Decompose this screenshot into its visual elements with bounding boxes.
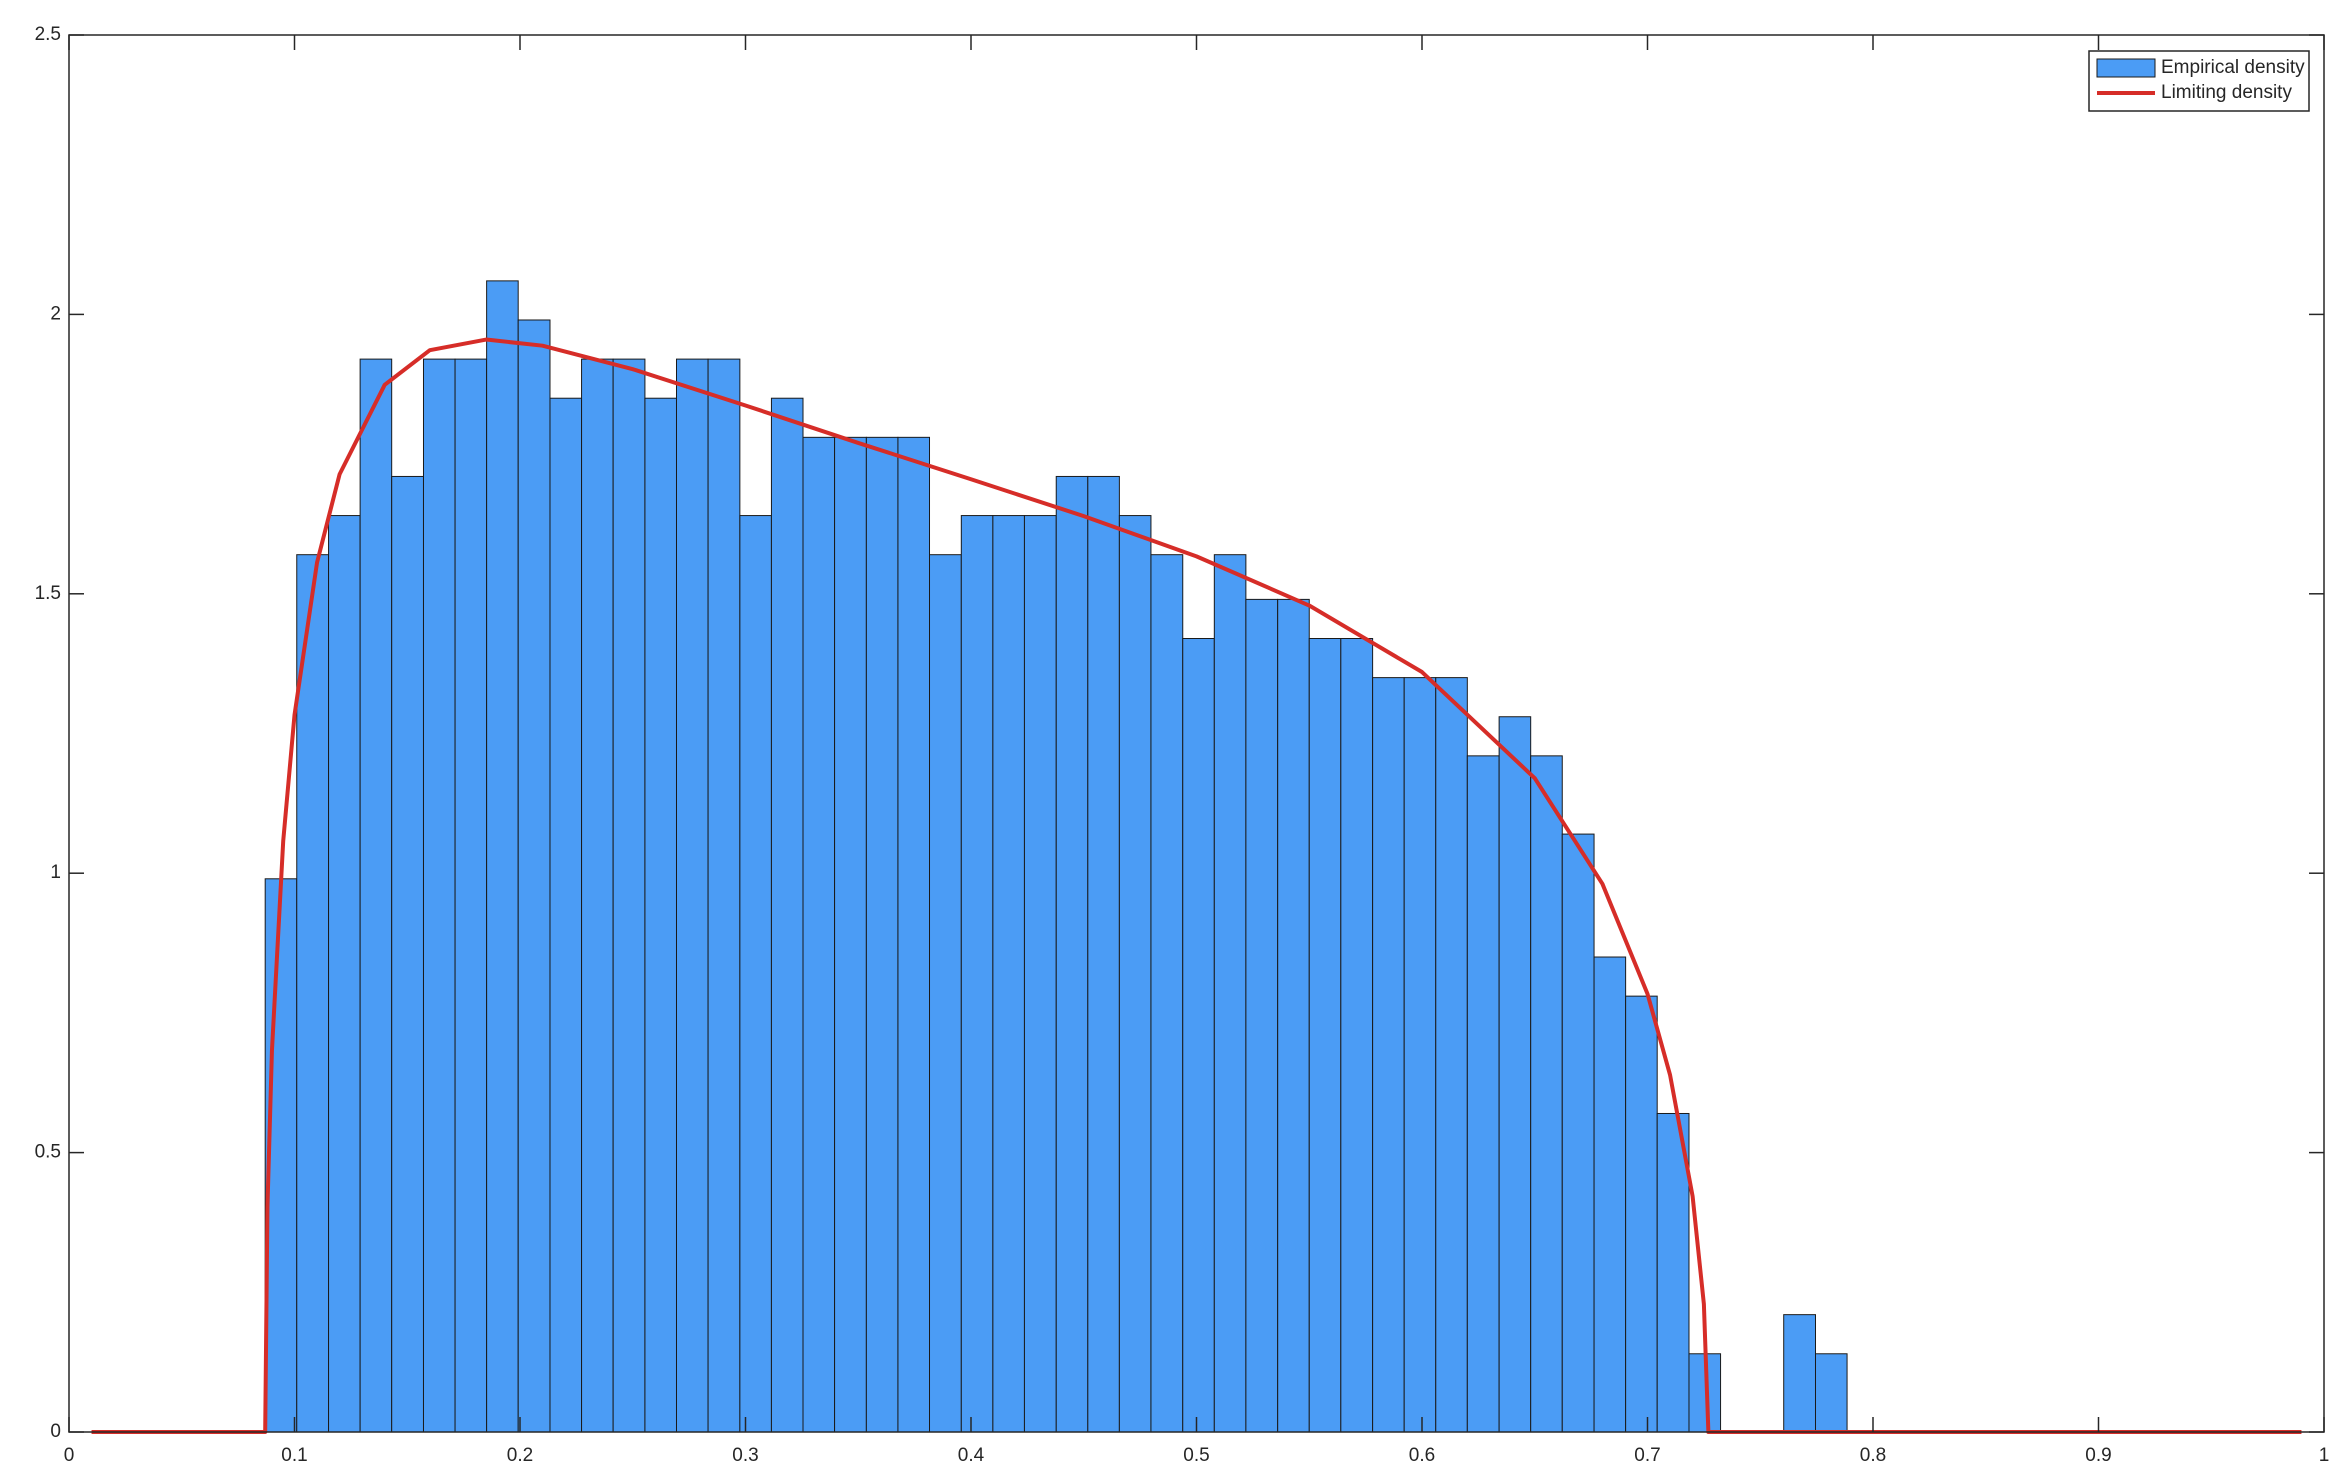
histogram-bar [644, 397, 677, 1433]
x-tick-label: 0.4 [958, 1445, 985, 1466]
x-tick-label: 0.2 [507, 1445, 533, 1466]
histogram-bar [1498, 716, 1532, 1433]
histogram-bar [1783, 1314, 1816, 1433]
histogram-bar [1593, 956, 1627, 1433]
histogram-bar [1213, 554, 1247, 1433]
histogram-bar [675, 358, 709, 1433]
histogram-bar [834, 436, 867, 1433]
x-tick-label: 0.5 [1183, 1445, 1209, 1466]
x-tick-label: 1 [2319, 1445, 2330, 1466]
histogram-bar [391, 475, 424, 1433]
histogram-bar [581, 358, 614, 1433]
histogram-bar [422, 358, 456, 1433]
y-tick-label: 1.5 [35, 583, 61, 604]
histogram-bar [1118, 515, 1152, 1433]
histogram-bar [1150, 554, 1184, 1433]
histogram-bar [1182, 638, 1215, 1433]
histogram-bar [1340, 638, 1374, 1433]
histogram-bar [1372, 677, 1405, 1433]
histogram-bar [1308, 638, 1342, 1433]
histogram-bar [960, 515, 994, 1433]
x-tick-label: 0.7 [1634, 1445, 1660, 1466]
y-tick-label: 2 [50, 303, 61, 324]
histogram-bar [1625, 995, 1658, 1433]
histogram-bar [897, 436, 931, 1433]
y-tick-label: 0.5 [35, 1142, 61, 1163]
histogram-bar [612, 358, 646, 1433]
histogram-bar [1245, 598, 1279, 1433]
histogram-bar [739, 515, 772, 1433]
density-line [91, 337, 2302, 1434]
x-tick-label: 0.3 [732, 1445, 758, 1466]
histogram-bar [770, 397, 804, 1433]
histogram-bar [1023, 515, 1057, 1433]
y-tick-label: 2.5 [35, 24, 61, 45]
legend-label: Empirical density [2161, 57, 2305, 78]
histogram-bar [328, 515, 361, 1433]
histogram-bar [296, 554, 330, 1433]
x-tick-label: 0.1 [281, 1445, 307, 1466]
legend-label: Limiting density [2161, 82, 2292, 103]
y-tick-label: 1 [50, 862, 61, 883]
histogram-bar [1435, 677, 1468, 1433]
histogram-bar [1561, 833, 1595, 1433]
histogram-bar [1530, 755, 1563, 1433]
histogram-bar [992, 515, 1025, 1433]
legend-swatch [2096, 58, 2156, 78]
y-tick-label: 0 [50, 1421, 61, 1442]
histogram-bar [359, 358, 393, 1433]
x-tick-label: 0.8 [1860, 1445, 1886, 1466]
histogram-bar [802, 436, 836, 1433]
histogram-bar [1087, 475, 1120, 1433]
histogram-bar [517, 319, 551, 1433]
histogram-bar [454, 358, 488, 1433]
histogram-bar [549, 397, 583, 1433]
histogram-bar [865, 436, 899, 1433]
histogram-bar [1403, 677, 1437, 1433]
histogram-bar [1055, 475, 1089, 1433]
histogram-bar [929, 554, 962, 1433]
x-tick-label: 0 [64, 1445, 75, 1466]
histogram-bar [1466, 755, 1500, 1433]
histogram-bar [1656, 1112, 1690, 1433]
histogram-bar [1277, 598, 1310, 1433]
x-tick-label: 0.6 [1409, 1445, 1435, 1466]
histogram-bar [707, 358, 741, 1433]
histogram-bar [486, 280, 519, 1433]
x-tick-label: 0.9 [2085, 1445, 2111, 1466]
histogram-bar [1814, 1353, 1848, 1433]
